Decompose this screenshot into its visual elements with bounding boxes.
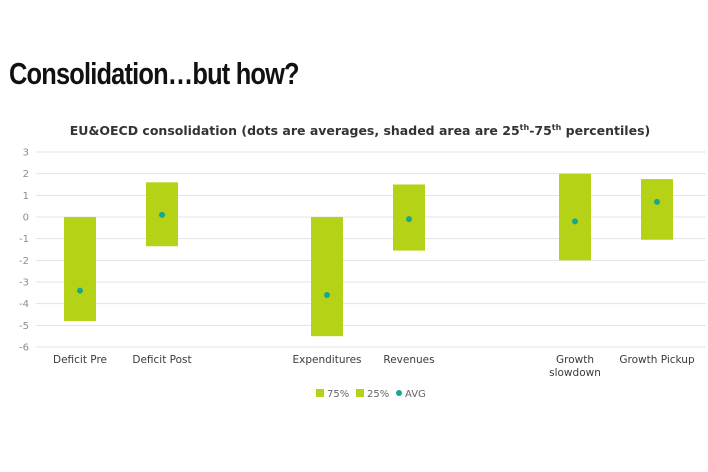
band-2 (311, 217, 343, 337)
chart-title-prefix: EU&OECD consolidation (dots are averages… (70, 123, 520, 138)
average-dots (77, 198, 660, 298)
legend: 75% 25% AVG (316, 389, 426, 400)
band-5 (641, 179, 673, 240)
legend-swatch-25 (356, 389, 364, 397)
y-tick-label: -5 (19, 321, 29, 332)
y-tick-label: 0 (23, 213, 29, 224)
y-tick-label: 2 (23, 169, 29, 180)
y-tick-label: -1 (19, 234, 29, 245)
category-label-2: Expenditures (293, 354, 362, 366)
avg-dot-2 (324, 292, 330, 298)
avg-dot-5 (654, 198, 660, 205)
y-tick-label: 1 (23, 191, 29, 202)
band-4 (559, 173, 591, 261)
y-tick-label: 3 (23, 148, 29, 159)
category-label-4: slowdown (549, 367, 601, 379)
avg-dot-4 (572, 218, 578, 225)
avg-dot-3 (406, 216, 412, 223)
chart-title-middle: -75 (529, 123, 552, 138)
legend-label-25: 25% (367, 389, 389, 400)
category-label-0: Deficit Pre (53, 354, 107, 366)
avg-dot-1 (159, 211, 165, 218)
legend-label-avg: AVG (405, 389, 426, 400)
category-label-5: Growth Pickup (619, 354, 695, 366)
legend-label-75: 75% (327, 389, 349, 400)
y-tick-label: -3 (19, 278, 29, 289)
y-axis-ticks: 3 2 1 0 -1 -2 -3 -4 -5 -6 (19, 148, 29, 354)
legend-swatch-75 (316, 389, 324, 397)
chart-title-suffix: percentiles) (561, 123, 650, 138)
category-label-4: Growth (556, 354, 594, 366)
category-label-3: Revenues (383, 354, 434, 366)
band-0 (64, 217, 96, 321)
legend-marker-avg (396, 390, 402, 396)
y-tick-label: -4 (19, 299, 29, 310)
slide-title: Consolidation…but how? (9, 56, 300, 91)
chart-title-sup-2: th (552, 123, 562, 132)
chart-title-sup-1: th (520, 123, 530, 132)
gridlines (36, 151, 706, 348)
avg-dot-0 (77, 287, 83, 294)
y-tick-label: -6 (19, 343, 29, 354)
chart-title: EU&OECD consolidation (dots are averages… (70, 123, 650, 138)
category-label-1: Deficit Post (132, 354, 191, 366)
category-labels: Deficit Pre Deficit Post Expenditures Reven… (53, 354, 695, 379)
y-tick-label: -2 (19, 256, 29, 267)
percentile-bands (64, 173, 673, 337)
